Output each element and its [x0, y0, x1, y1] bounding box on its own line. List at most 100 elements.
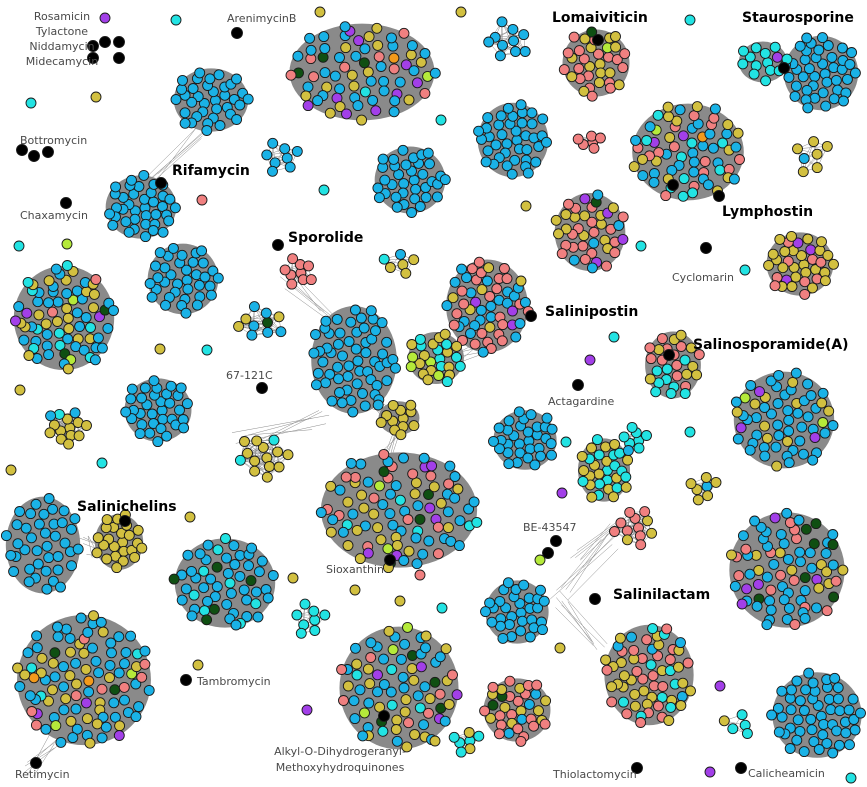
network-node: [830, 575, 842, 587]
network-node: [525, 310, 537, 322]
network-node: [488, 435, 499, 447]
network-node: [367, 94, 379, 106]
network-node: [205, 289, 217, 301]
network-node: [50, 720, 62, 732]
network-node: [788, 574, 800, 586]
network-node: [346, 69, 358, 81]
network-node: [320, 315, 332, 327]
network-node: [25, 97, 37, 109]
network-edge: [148, 126, 209, 182]
network-node: [572, 379, 584, 391]
network-node: [180, 674, 192, 686]
network-edge: [33, 743, 55, 777]
network-node: [92, 332, 104, 344]
network-node: [136, 542, 148, 554]
network-node: [370, 325, 381, 337]
network-node: [403, 545, 415, 557]
network-node: [844, 58, 856, 70]
network-node: [631, 762, 643, 774]
network-node: [722, 119, 734, 131]
network-node: [40, 565, 52, 577]
network-node: [242, 93, 254, 105]
network-node: [817, 729, 829, 741]
network-node: [390, 191, 402, 203]
network-node: [784, 743, 796, 754]
network-node: [827, 747, 839, 759]
network-node: [308, 605, 320, 617]
network-node: [832, 682, 844, 694]
network-node: [813, 44, 825, 56]
network-node: [90, 91, 102, 103]
network-node: [87, 52, 99, 64]
network-node: [685, 342, 697, 354]
network-node: [415, 661, 427, 673]
network-node: [349, 304, 361, 316]
network-node: [409, 729, 421, 740]
network-node: [286, 278, 298, 290]
network-node: [709, 103, 721, 115]
network-node: [497, 632, 509, 644]
network-node: [70, 703, 82, 715]
network-node: [139, 645, 151, 657]
network-node: [414, 201, 426, 212]
network-node: [786, 281, 798, 292]
network-node: [586, 442, 597, 454]
network-node: [19, 669, 31, 681]
network-node: [176, 594, 188, 606]
network-node: [796, 250, 807, 262]
network-node: [356, 114, 368, 126]
network-node: [530, 688, 542, 700]
network-node: [506, 168, 518, 180]
network-node: [789, 619, 801, 630]
network-node: [208, 603, 220, 615]
network-node: [765, 584, 777, 596]
network-node: [378, 679, 390, 690]
network-node: [448, 319, 460, 331]
network-node: [150, 260, 161, 272]
network-node: [359, 43, 371, 55]
network-node: [109, 711, 121, 723]
network-node: [133, 701, 145, 713]
network-node: [665, 701, 677, 713]
label-salinichelins: Salinichelins: [77, 499, 177, 515]
network-edge: [296, 279, 321, 312]
network-node: [515, 625, 527, 637]
network-node: [192, 659, 204, 671]
network-node: [614, 632, 626, 644]
network-node: [545, 438, 557, 450]
network-node: [514, 318, 526, 329]
network-node: [663, 349, 675, 361]
network-node: [645, 659, 657, 671]
network-node: [66, 560, 77, 572]
network-node: [648, 176, 660, 188]
network-node: [372, 399, 384, 411]
network-node: [406, 207, 418, 218]
network-node: [554, 642, 566, 654]
network-node: [60, 693, 72, 705]
network-edge: [570, 518, 624, 559]
network-node: [448, 731, 460, 743]
network-node: [629, 700, 641, 712]
network-node: [741, 728, 753, 739]
network-node: [766, 709, 778, 721]
network-node: [773, 430, 785, 441]
network-node: [473, 730, 485, 742]
network-node: [60, 623, 72, 635]
network-node: [799, 276, 811, 288]
network-node: [429, 676, 441, 688]
network-node: [251, 435, 263, 447]
network-node: [820, 100, 832, 112]
network-node: [499, 701, 511, 713]
network-node: [807, 677, 819, 689]
network-node: [631, 665, 643, 677]
network-node: [799, 572, 811, 584]
network-node: [519, 296, 531, 308]
network-node: [761, 571, 773, 583]
network-node: [576, 450, 588, 462]
network-edge: [569, 532, 609, 593]
network-node: [675, 700, 687, 711]
network-node: [246, 329, 258, 341]
network-node: [377, 725, 389, 737]
network-node: [443, 698, 455, 710]
network-node: [772, 419, 784, 431]
